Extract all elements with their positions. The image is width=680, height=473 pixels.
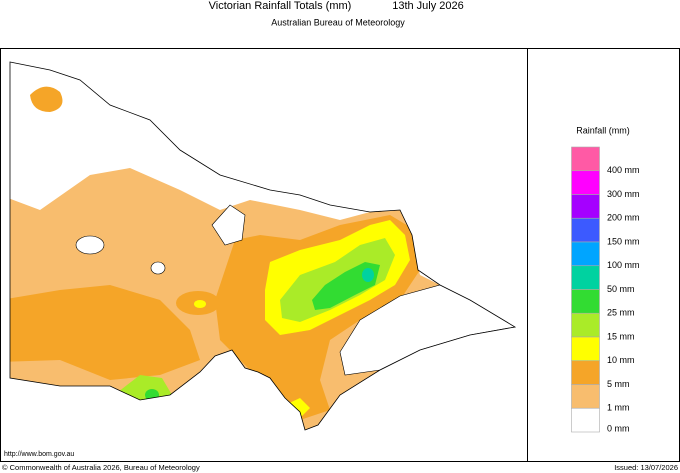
legend-label: 300 mm — [607, 189, 640, 199]
legend-swatch — [571, 289, 600, 314]
legend-swatch — [571, 241, 600, 267]
legend-swatch — [571, 265, 600, 290]
legend-label: 400 mm — [607, 165, 640, 175]
legend-swatch — [571, 384, 600, 409]
legend: 400 mm 300 mm 200 mm 150 mm 100 mm 50 mm 25 mm… — [571, 146, 640, 433]
legend-swatch — [571, 217, 600, 243]
legend-label: 200 mm — [607, 213, 640, 223]
url: http://www.bom.gov.au — [4, 451, 74, 458]
legend-swatch — [571, 407, 600, 433]
legend-label: 1 mm — [607, 403, 630, 413]
legend-swatch — [571, 146, 600, 172]
legend-label: 0 mm — [607, 423, 630, 433]
legend-label: 50 mm — [607, 284, 635, 294]
legend-label: 25 mm — [607, 308, 635, 318]
title: Victorian Rainfall Totals (mm) — [209, 0, 352, 12]
legend-swatch — [571, 170, 600, 195]
legend-label: 5 mm — [607, 379, 630, 389]
legend-label: 100 mm — [607, 260, 640, 270]
legend-title: Rainfall (mm) — [576, 125, 630, 135]
legend-swatch — [571, 360, 600, 385]
map — [10, 86, 515, 430]
legend-swatch — [571, 336, 600, 362]
subtitle: Australian Bureau of Meteorology — [271, 17, 405, 27]
legend-swatch — [571, 312, 600, 338]
legend-label: 150 mm — [607, 236, 640, 246]
coastline — [9, 61, 517, 431]
legend-swatch — [571, 194, 600, 219]
issued: Issued: 13/07/2026 — [614, 463, 678, 472]
copyright: © Commonwealth of Australia 2026, Bureau… — [2, 463, 200, 472]
date: 13th July 2026 — [392, 0, 464, 12]
legend-label: 15 mm — [607, 331, 635, 341]
legend-label: 10 mm — [607, 355, 635, 365]
